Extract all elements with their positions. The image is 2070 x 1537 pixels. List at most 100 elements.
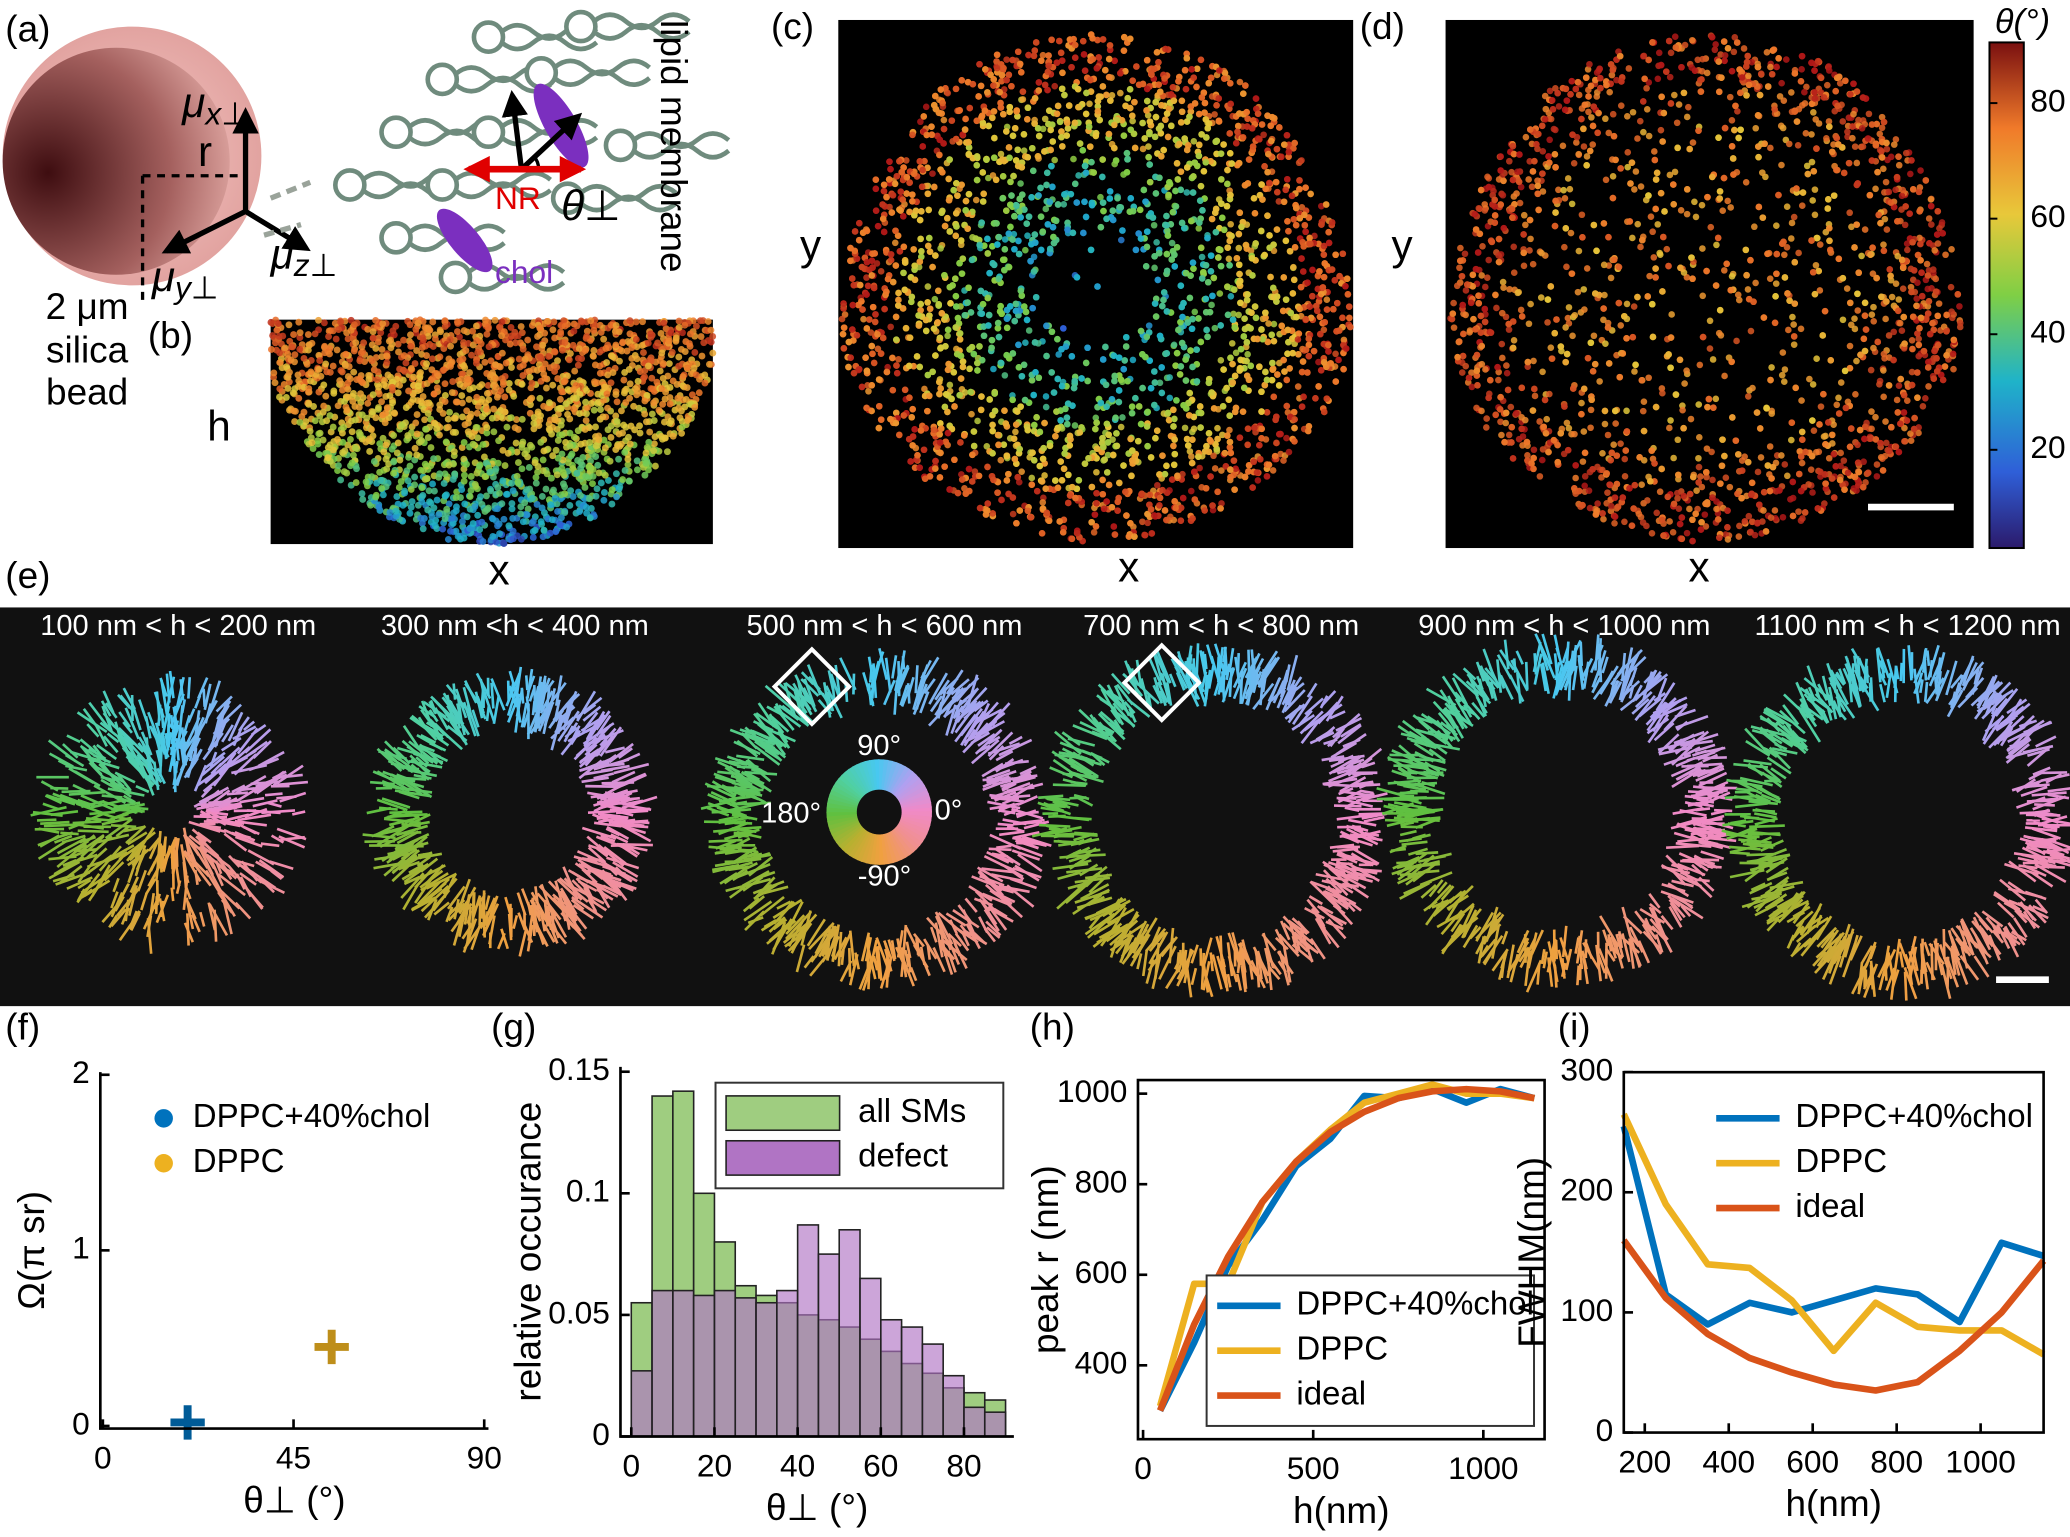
panel-label: (i) [1558,1007,1591,1048]
x-axis-label: h(nm) [1293,1490,1389,1531]
hist-bar [880,1318,903,1438]
mean-marker [314,1329,349,1365]
lipid-head [550,181,585,216]
x-tick-label: 0 [1134,1450,1152,1486]
panel-label: (h) [1030,1007,1075,1048]
wheel-label: 90° [857,730,901,762]
bead-core [2,47,230,275]
legend-label: DPPC+40%chol [1296,1285,1534,1322]
x-tick-label: 600 [1786,1444,1839,1480]
x-axis-label: θ⊥ (°) [243,1479,345,1520]
mu-sub: y⊥ [173,270,218,306]
legend-key [725,1095,841,1132]
y-tick-label: 800 [1075,1164,1128,1200]
mu-x-label: μx⊥ [181,79,249,132]
y-tick-label: 100 [1560,1292,1613,1328]
chart: 0 20 40 60 80 0 0.05 0.1 0.15 θ⊥ (°) relative occu… [507,1051,1014,1528]
y-tick-label: 0.1 [566,1173,610,1209]
bead-label: silica [46,329,129,370]
legend-label: DPPC [1296,1329,1388,1366]
hist-bar [921,1343,944,1438]
legend-key [154,1153,173,1173]
slice-title: 300 nm <h < 400 nm [381,610,649,642]
legend-label: all SMs [858,1092,966,1129]
hist-bar [963,1406,986,1438]
hist-bar [776,1289,799,1438]
legend-label: ideal [1795,1187,1865,1224]
slice-title: 100 nm < h < 200 nm [40,610,316,642]
image-c-points [838,31,1354,545]
hist-bar [796,1224,820,1438]
x-axis-label: h(nm) [1785,1483,1882,1524]
mu: μ [151,253,175,300]
hist-bar [692,1294,716,1438]
line [1620,1112,2046,1358]
roi-box [771,646,853,727]
y-tick-label: 0 [1596,1412,1614,1448]
mu-sub: z⊥ [293,248,337,284]
panel-label: (b) [148,315,193,356]
chol-molecule [436,208,493,273]
y-tick-label: 1000 [1057,1073,1127,1109]
wheel-label: 0° [935,795,963,827]
hist-bar [672,1289,695,1438]
colorbar-tick-label: 60 [2030,198,2065,234]
nr-label: NR [495,180,541,216]
mean-marker [170,1405,205,1440]
axis-frame [99,1072,489,1430]
r-label: r [198,128,212,175]
lipid-head [471,115,506,150]
y-tick-label: 0 [592,1416,610,1452]
y-tick-label: 200 [1560,1172,1613,1208]
line [1157,1085,1536,1412]
y-axis-label: FWHM(nm) [1511,1157,1552,1348]
lipid-tail [552,58,651,87]
line [1621,1238,2047,1394]
legend-label: DPPC [1795,1142,1887,1179]
panel-label: (f) [5,1007,40,1048]
bead-label: bead [46,372,128,413]
y-tick-label: 0 [72,1405,90,1441]
chart: 0 500 1000 400 600 800 1000 h(nm) peak r (nm) DPP… [1025,1073,1546,1531]
panel-label: (a) [5,9,50,50]
hist-bar [859,1277,882,1438]
hist-bar [630,1370,653,1438]
x-tick-label: 200 [1618,1444,1671,1480]
y-tick-label: 600 [1075,1254,1128,1290]
legend-label: DPPC [193,1142,285,1179]
hist-bar [838,1228,861,1438]
bead-label: 2 μm [46,286,129,327]
hist-bar [755,1301,778,1438]
image-e [0,607,2070,1007]
lipid-head [524,55,559,90]
wheel-label: 180° [761,797,821,829]
mu-y-label: μy⊥ [151,253,219,306]
y-tick-label: 0.15 [548,1051,610,1087]
dipole-axes [161,107,311,254]
legend-key [154,1109,173,1128]
membrane-label: lipid membrane [653,20,694,273]
image-b-points [267,316,717,547]
lipid-layer [333,9,731,295]
axis-label: h [207,402,230,449]
x-tick-label: 20 [697,1448,732,1484]
x-tick-label: 1000 [1945,1444,2015,1480]
axis-label: x [488,546,509,593]
lipid-head [471,20,506,54]
lipid-head [379,220,413,255]
hist-bar [713,1289,737,1438]
hist-bar [817,1253,841,1438]
lipid-head [603,128,638,163]
lipid-head [564,9,598,44]
lipid-tail [632,131,731,160]
hist-bar [983,1411,1007,1438]
lipid-tail [592,12,691,41]
x-tick-label: 800 [1870,1444,1923,1480]
color-wheel [826,759,933,865]
slice-title: 900 nm < h < 1000 nm [1418,610,1710,642]
dipole-dash [263,179,312,238]
colorbar [1988,41,2025,550]
axis-label: x [1118,544,1139,591]
lipid-tail [579,184,678,213]
